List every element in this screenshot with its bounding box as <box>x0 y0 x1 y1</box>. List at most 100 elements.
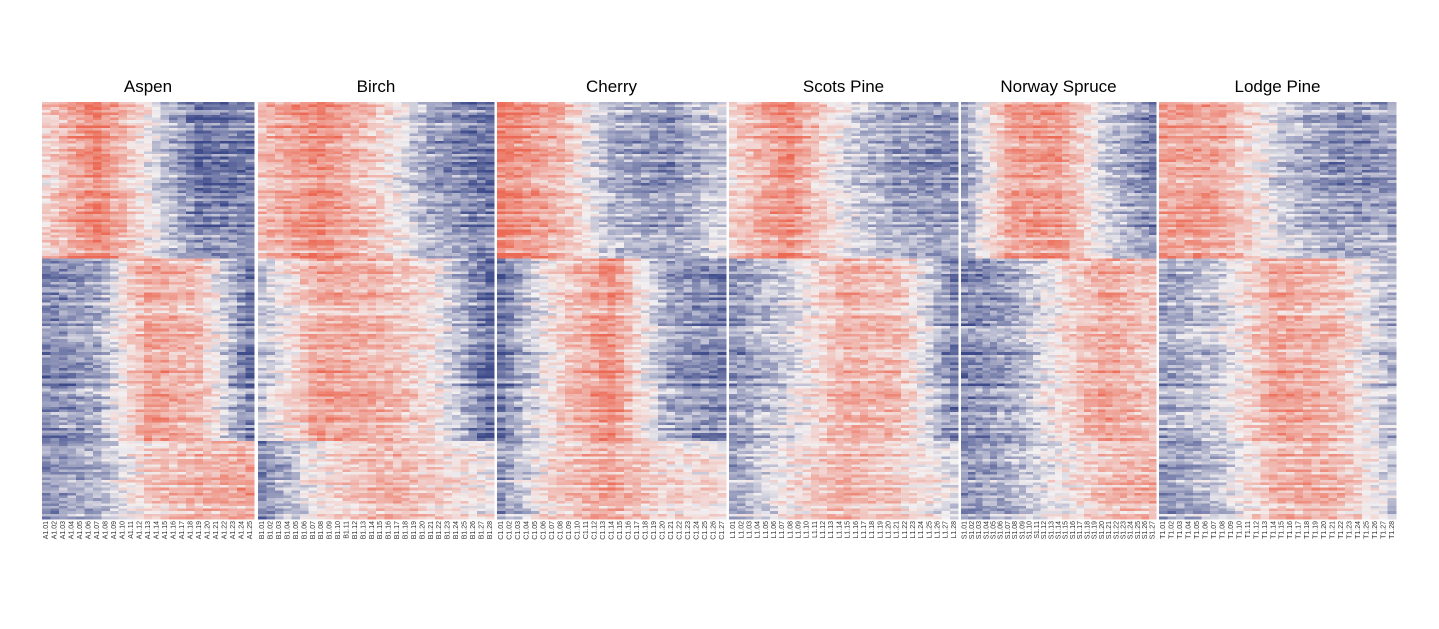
heatmap-cell <box>203 245 213 249</box>
heatmap-cell <box>160 229 170 233</box>
heatmap-cell <box>75 354 85 359</box>
heatmap-cell <box>75 485 85 489</box>
heatmap-cell <box>160 107 170 111</box>
heatmap-cell <box>220 432 230 437</box>
heatmap-cell <box>211 172 221 176</box>
heatmap-cell <box>135 393 145 398</box>
heatmap-cell <box>58 315 69 319</box>
heatmap-cell <box>118 211 128 215</box>
heatmap-cell <box>203 417 213 421</box>
heatmap-cell <box>203 201 213 205</box>
heatmap-cell <box>186 161 196 166</box>
heatmap-cell <box>211 401 221 405</box>
heatmap-cell <box>228 128 238 132</box>
heatmap-cell <box>186 404 196 408</box>
heatmap-cell <box>160 357 170 361</box>
heatmap-cell <box>84 357 94 361</box>
heatmap-cell <box>228 146 238 150</box>
heatmap-cell <box>84 336 94 340</box>
heatmap-cell <box>84 453 94 458</box>
heatmap-cell <box>50 203 60 207</box>
heatmap-cell <box>220 315 230 319</box>
heatmap-cell <box>203 117 213 121</box>
heatmap-cell <box>160 323 170 327</box>
heatmap-cell <box>169 396 179 400</box>
heatmap-cell <box>177 485 187 489</box>
heatmap-cell <box>50 287 60 291</box>
heatmap-cell <box>186 109 196 114</box>
heatmap-cell <box>220 211 230 215</box>
heatmap-cell <box>58 412 69 416</box>
heatmap-cell <box>67 432 77 437</box>
heatmap-cell <box>126 182 136 186</box>
heatmap-cell <box>211 346 221 351</box>
heatmap-cell <box>92 406 102 411</box>
heatmap-cell <box>245 461 255 465</box>
heatmap-cell <box>67 380 77 385</box>
heatmap-cell <box>118 174 128 179</box>
heatmap-cell <box>143 383 153 387</box>
heatmap-cell <box>237 250 247 254</box>
heatmap-cell <box>152 258 162 262</box>
heatmap-cell <box>101 297 111 301</box>
heatmap-cell <box>220 422 230 426</box>
heatmap-cell <box>186 459 196 463</box>
heatmap-cell <box>186 360 196 364</box>
heatmap-cell <box>220 159 230 163</box>
heatmap-cell <box>75 154 85 158</box>
heatmap-cell <box>84 201 94 205</box>
heatmap-cell <box>203 271 213 275</box>
heatmap-cell <box>220 224 230 228</box>
heatmap-cell <box>101 182 111 186</box>
heatmap-cell <box>126 115 136 119</box>
heatmap-cell <box>211 412 221 416</box>
heatmap-cell <box>220 115 230 119</box>
heatmap-cell <box>186 208 196 213</box>
heatmap-cell <box>143 151 153 155</box>
heatmap-cell <box>169 247 179 252</box>
heatmap-cell <box>42 323 52 327</box>
heatmap-cell <box>109 490 119 494</box>
heatmap-cell <box>177 302 187 306</box>
heatmap-cell <box>169 336 179 340</box>
heatmap-cell <box>126 323 136 327</box>
heatmap-cell <box>143 164 153 168</box>
heatmap-cell <box>186 255 196 259</box>
heatmap-cell <box>143 485 153 489</box>
column-label: A1.05 <box>77 521 84 539</box>
heatmap-cell <box>50 274 60 278</box>
heatmap-cell <box>50 193 60 197</box>
heatmap-cell <box>143 195 153 200</box>
heatmap-cell <box>75 161 85 166</box>
heatmap-cell <box>118 399 128 403</box>
heatmap-cell <box>50 125 60 129</box>
heatmap-cell <box>75 378 85 382</box>
heatmap-cell <box>92 399 102 403</box>
heatmap-cell <box>135 281 145 286</box>
heatmap-cell <box>237 430 247 434</box>
heatmap-cell <box>186 245 196 249</box>
heatmap-cell <box>237 485 247 489</box>
heatmap-cell <box>169 271 179 275</box>
heatmap-cell <box>67 214 77 218</box>
heatmap-cell <box>75 172 85 176</box>
heatmap-cell <box>126 302 136 306</box>
heatmap-cell <box>203 432 213 437</box>
heatmap-cell <box>203 135 213 140</box>
heatmap-cell <box>211 378 221 382</box>
heatmap-cell <box>75 373 85 377</box>
heatmap-cell <box>177 490 187 494</box>
heatmap-cell <box>109 380 119 385</box>
heatmap-cell <box>92 234 102 239</box>
heatmap-cell <box>211 156 221 160</box>
heatmap-cell <box>203 219 213 223</box>
heatmap-cell <box>101 122 111 127</box>
heatmap-cell <box>245 399 255 403</box>
heatmap-cell <box>203 453 213 458</box>
heatmap-cell <box>101 495 111 499</box>
heatmap-cell <box>203 125 213 129</box>
heatmap-cell <box>118 388 128 392</box>
heatmap-cell <box>109 281 119 286</box>
heatmap-cell <box>186 485 196 489</box>
heatmap-cell <box>58 208 69 213</box>
